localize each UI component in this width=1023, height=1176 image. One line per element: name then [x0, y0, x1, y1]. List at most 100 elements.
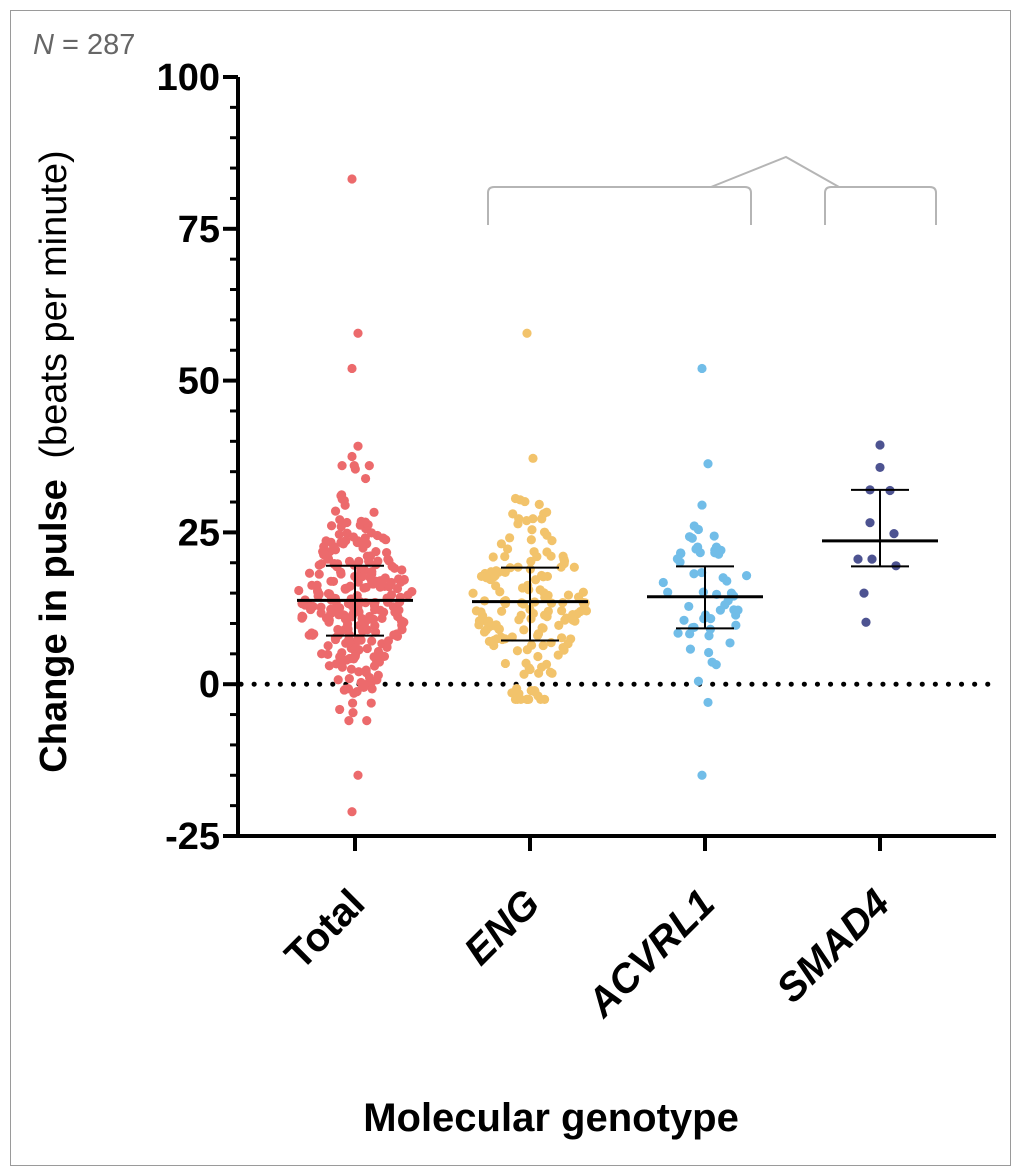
- data-point-total: [362, 539, 372, 549]
- data-point-eng: [526, 535, 536, 545]
- data-point-eng: [522, 645, 532, 655]
- data-point-eng: [558, 551, 568, 561]
- data-point-total: [304, 568, 315, 578]
- data-point-total: [383, 636, 394, 646]
- data-point-eng: [559, 645, 569, 655]
- bracket-connector: [710, 155, 840, 188]
- data-point-eng: [476, 571, 487, 581]
- data-point-eng: [488, 552, 498, 562]
- data-point-total: [325, 589, 335, 599]
- data-point-total: [368, 579, 378, 589]
- data-point-acvrl1: [725, 638, 735, 648]
- median-iqr-bars: [297, 488, 938, 642]
- data-point-total: [330, 634, 341, 645]
- x-axis: Total ENG ACVRL1 SMAD4: [236, 834, 996, 1026]
- data-point-total: [349, 654, 359, 664]
- data-point-eng: [496, 539, 506, 549]
- outlier-point-eng: [528, 453, 538, 463]
- x-axis-label: Molecular genotype: [363, 1096, 739, 1140]
- data-point-total: [330, 506, 341, 516]
- data-point-eng: [505, 533, 515, 543]
- data-point-eng: [547, 668, 557, 678]
- data-point-acvrl1: [693, 524, 704, 535]
- data-point-acvrl1: [722, 576, 732, 586]
- data-point-smad4: [859, 588, 869, 598]
- data-point-total: [361, 582, 371, 593]
- data-point-eng: [491, 566, 501, 576]
- data-point-total: [348, 698, 358, 708]
- data-point-total: [334, 529, 344, 540]
- data-point-total: [324, 661, 334, 671]
- data-point-total: [395, 597, 405, 607]
- bracket-left-group: [487, 186, 752, 225]
- data-point-acvrl1: [687, 533, 697, 543]
- y-axis-label-unit: (beats per minute): [33, 150, 75, 458]
- data-point-total: [362, 551, 372, 561]
- data-point-total: [376, 580, 386, 590]
- data-point-total: [329, 542, 339, 552]
- data-point-total: [354, 667, 364, 677]
- data-point-total: [340, 583, 350, 594]
- sample-size-label: N = 287: [33, 29, 135, 62]
- n-value: 287: [87, 29, 136, 61]
- data-point-total: [348, 532, 359, 542]
- data-point-total: [333, 675, 343, 685]
- data-point-total: [342, 517, 352, 528]
- data-point-eng: [546, 551, 556, 561]
- data-point-total: [392, 583, 403, 594]
- data-point-total: [337, 662, 347, 672]
- data-point-total: [294, 585, 304, 596]
- data-point-total: [367, 636, 377, 646]
- outlier-point-total: [347, 807, 357, 817]
- data-point-total: [314, 569, 324, 579]
- data-point-total: [356, 516, 366, 526]
- data-point-total: [335, 515, 345, 525]
- data-point-smad4: [865, 518, 875, 528]
- n-equals: =: [62, 29, 79, 61]
- data-point-total: [346, 664, 356, 674]
- data-point-eng: [468, 588, 478, 598]
- data-point-smad4: [889, 529, 899, 539]
- data-point-total: [314, 560, 324, 570]
- data-point-eng: [557, 633, 567, 643]
- data-point-total: [326, 521, 337, 531]
- data-point-eng: [524, 663, 534, 673]
- data-point-acvrl1: [733, 605, 743, 615]
- outlier-point-acvrl1: [697, 770, 707, 780]
- data-point-smad4: [853, 554, 863, 564]
- data-point-acvrl1: [663, 587, 673, 597]
- data-point-acvrl1: [704, 647, 714, 658]
- dot-plot-chart: -25 0 25 50 75 100 Total ENG ACVRL1 SMAD4 Change…: [33, 57, 999, 1140]
- data-point-total: [369, 507, 379, 517]
- data-point-eng: [533, 651, 543, 662]
- data-point-total: [298, 612, 308, 622]
- data-point-acvrl1: [693, 676, 704, 686]
- y-tick-label: 50: [178, 361, 220, 403]
- data-point-total: [323, 641, 333, 651]
- data-point-total: [328, 576, 339, 587]
- data-point-acvrl1: [658, 577, 668, 588]
- data-point-total: [372, 675, 382, 685]
- data-point-total: [337, 490, 347, 500]
- data-point-eng: [507, 688, 517, 698]
- data-point-eng: [554, 620, 564, 630]
- data-point-total: [384, 556, 394, 566]
- figure-frame: N = 287 -25 0 25 50 75 100 Total ENG ACVRL1 SMAD…: [10, 10, 1011, 1166]
- data-point-eng: [500, 658, 511, 669]
- data-point-acvrl1: [704, 631, 714, 641]
- data-point-total: [316, 602, 326, 612]
- data-point-eng: [471, 606, 481, 616]
- data-point-eng: [528, 608, 538, 619]
- data-point-eng: [520, 496, 530, 507]
- data-point-eng: [527, 525, 537, 535]
- data-point-eng: [566, 634, 576, 644]
- data-point-total: [321, 536, 331, 546]
- data-point-eng: [500, 567, 510, 578]
- data-point-eng: [514, 615, 524, 625]
- data-point-total: [366, 528, 377, 538]
- data-point-smad4: [861, 617, 871, 627]
- data-point-eng: [497, 606, 507, 616]
- data-point-eng: [508, 509, 518, 519]
- data-point-total: [399, 575, 409, 585]
- data-point-total: [378, 533, 388, 543]
